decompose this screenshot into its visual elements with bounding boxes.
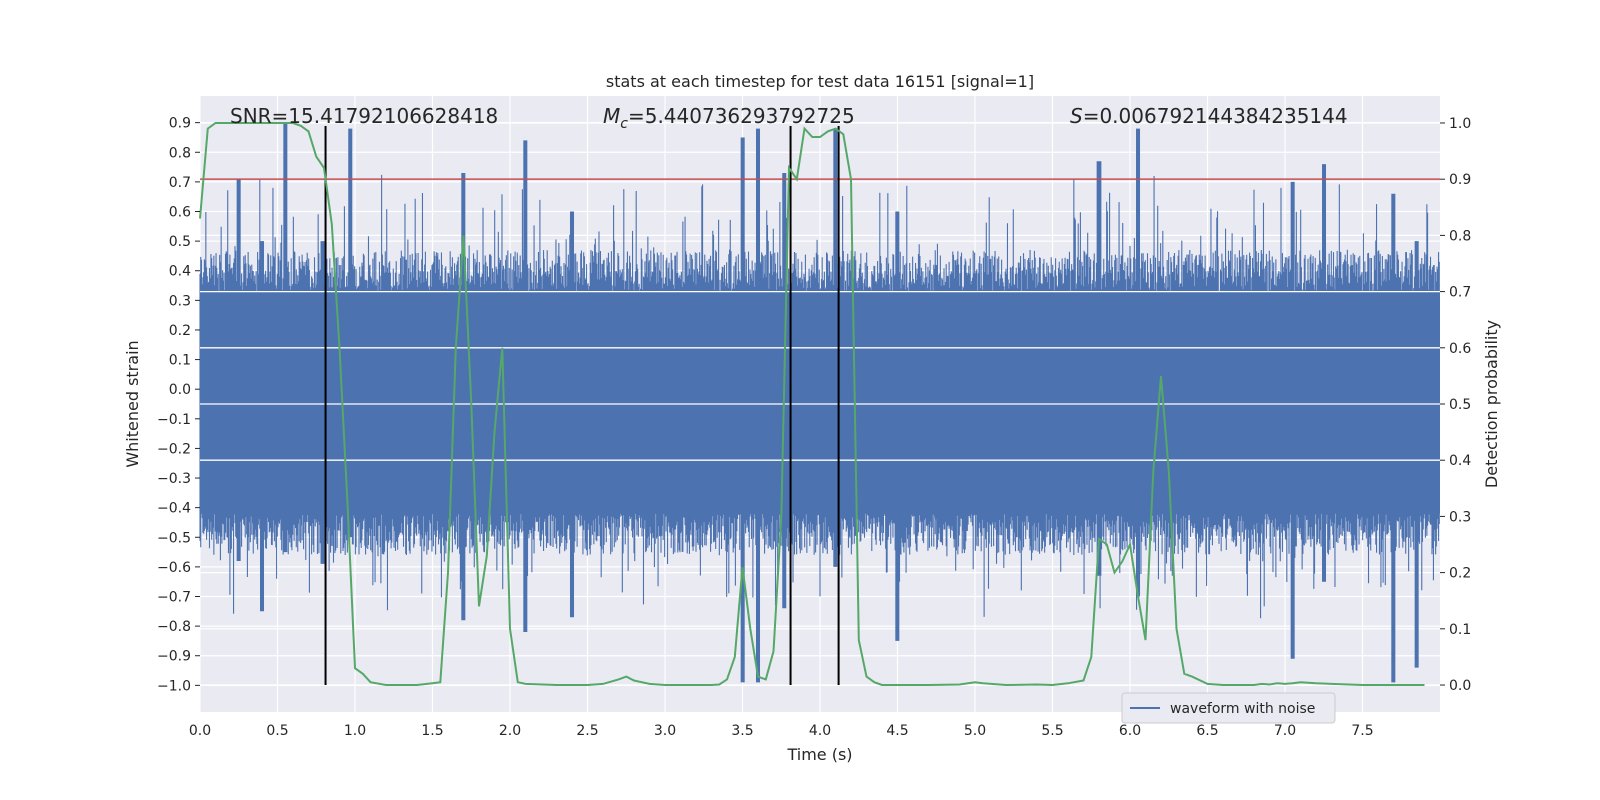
overlay-lines [200, 126, 1440, 686]
chirp-mass-annotation: Mc=5.440736293792725 [603, 104, 855, 132]
y-tick-label: −0.4 [157, 501, 191, 517]
s-annotation: S=0.006792144384235144 [1070, 104, 1348, 128]
y2-tick-label: 0.0 [1449, 678, 1471, 694]
right-axis-ticks: 1.0 0.9 0.8 0.7 0.6 0.5 0.4 0.3 0.2 0.1 0.0 [1440, 116, 1471, 694]
y-tick-label: 0.6 [169, 205, 191, 221]
x-tick-label: 1.5 [421, 723, 443, 739]
x-tick-label: 5.0 [964, 723, 986, 739]
y-tick-label: −0.7 [157, 590, 191, 606]
y2-tick-label: 1.0 [1449, 116, 1471, 132]
x-tick-label: 0.5 [266, 723, 288, 739]
y2-tick-label: 0.5 [1449, 397, 1471, 413]
x-tick-label: 2.5 [576, 723, 598, 739]
y2-tick-label: 0.6 [1449, 341, 1471, 357]
mc-subscript: c [620, 116, 628, 132]
x-tick-label: 7.5 [1351, 723, 1373, 739]
y2-tick-label: 0.7 [1449, 285, 1471, 301]
x-tick-label: 4.5 [886, 723, 908, 739]
y-tick-label: 0.4 [169, 264, 191, 280]
mc-value: =5.440736293792725 [628, 104, 855, 128]
y-tick-label: −0.5 [157, 530, 191, 546]
legend-box [1121, 692, 1336, 724]
probability-series [199, 122, 1425, 687]
y-tick-label: 0.5 [169, 234, 191, 250]
waveform-dense-band [200, 291, 1440, 514]
waveform-series [199, 122, 1440, 683]
x-tick-label: 0.0 [189, 723, 211, 739]
legend-label-waveform: waveform with noise [1170, 701, 1315, 717]
y-axis-label: Whitened strain [123, 340, 142, 467]
x-tick-label: 3.5 [731, 723, 753, 739]
y-tick-label: −0.8 [157, 619, 191, 635]
x-tick-label: 3.0 [654, 723, 676, 739]
snr-annotation: SNR=15.41792106628418 [230, 104, 498, 128]
y2-axis-label: Detection probability [1482, 320, 1501, 488]
y2-tick-label: 0.2 [1449, 566, 1471, 582]
y-tick-label: 0.3 [169, 293, 191, 309]
chart-title: stats at each timestep for test data 161… [606, 72, 1034, 91]
x-tick-label: 4.0 [809, 723, 831, 739]
x-axis-label: Time (s) [786, 745, 852, 764]
x-tick-label: 6.0 [1119, 723, 1141, 739]
y2-tick-label: 0.3 [1449, 509, 1471, 525]
y-tick-label: 0.0 [169, 382, 191, 398]
probability-line [199, 122, 1425, 687]
x-axis-ticks: 0.0 0.5 1.0 1.5 2.0 2.5 3.0 3.5 4.0 4.5 5.0 5.5 6.0 6… [189, 723, 1374, 739]
x-tick-label: 6.5 [1196, 723, 1218, 739]
y-tick-label: 0.7 [169, 175, 191, 191]
y-tick-label: −0.3 [157, 471, 191, 487]
left-axis-ticks: 0.9 0.8 0.7 0.6 0.5 0.4 0.3 0.2 0.1 0.0 −0.1 −0.2 −0… [157, 116, 200, 694]
y-tick-label: −1.0 [157, 678, 191, 694]
y2-tick-label: 0.4 [1449, 453, 1471, 469]
s-value: =0.006792144384235144 [1083, 104, 1348, 128]
x-tick-label: 7.0 [1274, 723, 1296, 739]
y2-tick-label: 0.1 [1449, 622, 1471, 638]
x-tick-label: 2.0 [499, 723, 521, 739]
s-symbol: S [1070, 104, 1083, 128]
y-tick-label: 0.1 [169, 353, 191, 369]
y2-tick-label: 0.8 [1449, 228, 1471, 244]
y2-tick-label: 0.9 [1449, 172, 1471, 188]
y-tick-label: −0.1 [157, 412, 191, 428]
legend: waveform with noise [1121, 692, 1336, 724]
x-tick-label: 5.5 [1041, 723, 1063, 739]
y-tick-label: −0.6 [157, 560, 191, 576]
y-tick-label: 0.9 [169, 116, 191, 132]
mc-symbol: M [603, 104, 620, 128]
x-tick-label: 1.0 [344, 723, 366, 739]
y-tick-label: 0.8 [169, 145, 191, 161]
y-tick-label: 0.2 [169, 323, 191, 339]
y-tick-label: −0.2 [157, 441, 191, 457]
y-tick-label: −0.9 [157, 649, 191, 665]
